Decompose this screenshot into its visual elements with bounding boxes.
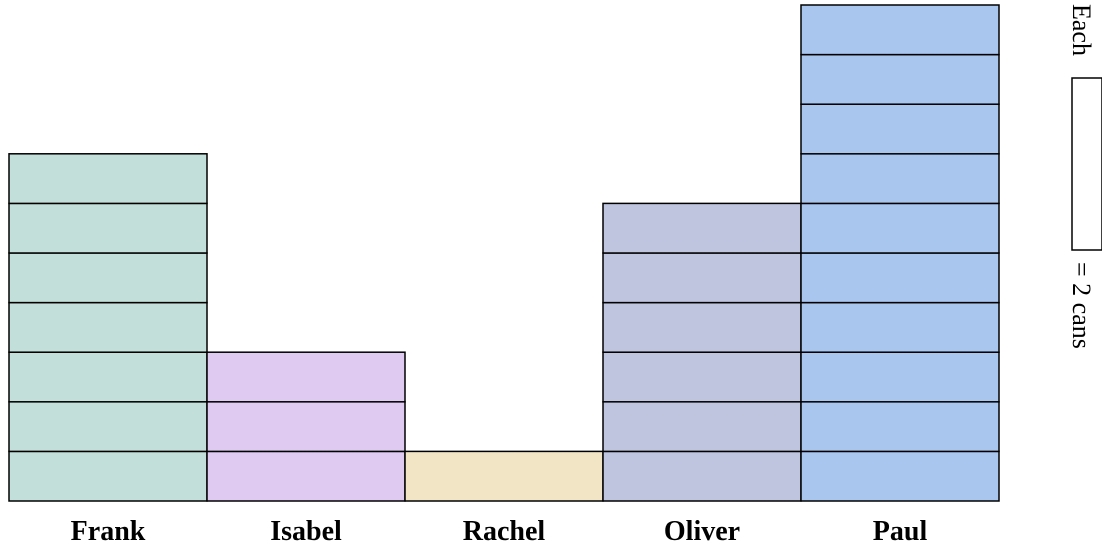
category-label-paul: Paul — [873, 516, 928, 547]
unit-block-isabel-2 — [206, 401, 406, 453]
unit-block-oliver-1 — [602, 450, 802, 502]
category-label-isabel: Isabel — [270, 516, 342, 547]
unit-block-frank-1 — [8, 450, 208, 502]
unit-block-paul-10 — [800, 4, 1000, 56]
unit-block-frank-4 — [8, 301, 208, 353]
bars-group — [8, 4, 1000, 502]
legend: Each = 2 cans — [1067, 4, 1102, 349]
unit-block-oliver-5 — [602, 252, 802, 304]
unit-block-paul-4 — [800, 301, 1000, 353]
unit-block-frank-2 — [8, 401, 208, 453]
category-label-rachel: Rachel — [463, 516, 546, 547]
unit-block-oliver-4 — [602, 301, 802, 353]
category-label-frank: Frank — [71, 516, 146, 547]
unit-block-oliver-2 — [602, 401, 802, 453]
unit-block-paul-1 — [800, 450, 1000, 502]
unit-block-rachel-1 — [404, 450, 604, 502]
category-labels: Frank Isabel Rachel Oliver Paul — [71, 516, 928, 547]
unit-block-oliver-6 — [602, 202, 802, 254]
unit-block-frank-7 — [8, 153, 208, 205]
unit-block-paul-5 — [800, 252, 1000, 304]
unit-block-isabel-3 — [206, 351, 406, 403]
unit-block-frank-5 — [8, 252, 208, 304]
unit-block-paul-8 — [800, 103, 1000, 155]
unit-block-paul-9 — [800, 53, 1000, 105]
unit-block-paul-7 — [800, 153, 1000, 205]
unit-block-paul-2 — [800, 401, 1000, 453]
unit-block-frank-6 — [8, 202, 208, 254]
legend-prefix: Each — [1067, 4, 1096, 56]
legend-suffix: = 2 cans — [1067, 262, 1096, 349]
legend-unit-block — [1071, 77, 1102, 251]
category-label-oliver: Oliver — [664, 516, 740, 547]
unit-block-paul-3 — [800, 351, 1000, 403]
unit-block-isabel-1 — [206, 450, 406, 502]
unit-block-oliver-3 — [602, 351, 802, 403]
unit-block-paul-6 — [800, 202, 1000, 254]
unit-block-frank-3 — [8, 351, 208, 403]
